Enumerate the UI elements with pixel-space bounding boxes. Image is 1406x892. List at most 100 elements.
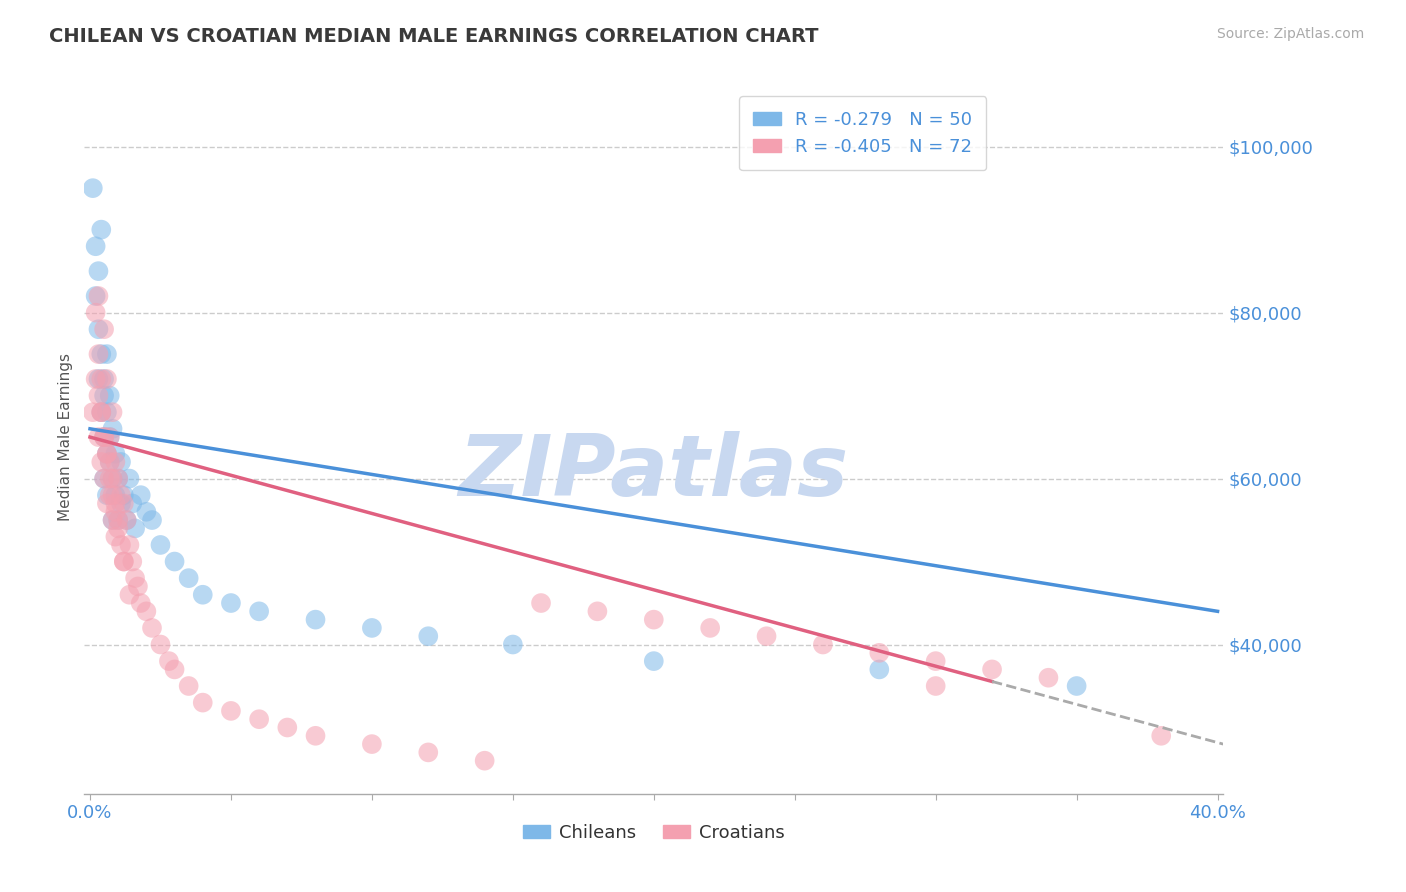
Text: Source: ZipAtlas.com: Source: ZipAtlas.com bbox=[1216, 27, 1364, 41]
Point bbox=[586, 604, 609, 618]
Point bbox=[87, 264, 110, 278]
Point bbox=[90, 455, 112, 469]
Point bbox=[247, 712, 270, 726]
Point bbox=[110, 455, 132, 469]
Point bbox=[112, 488, 135, 502]
Point bbox=[304, 613, 326, 627]
Point bbox=[118, 588, 141, 602]
Point bbox=[163, 662, 186, 676]
Point bbox=[93, 388, 115, 402]
Point bbox=[1150, 729, 1173, 743]
Point bbox=[90, 372, 112, 386]
Point bbox=[104, 488, 127, 502]
Point bbox=[98, 472, 121, 486]
Point bbox=[101, 488, 124, 502]
Point bbox=[981, 662, 1004, 676]
Point bbox=[924, 679, 946, 693]
Point bbox=[361, 621, 384, 635]
Text: CHILEAN VS CROATIAN MEDIAN MALE EARNINGS CORRELATION CHART: CHILEAN VS CROATIAN MEDIAN MALE EARNINGS… bbox=[49, 27, 818, 45]
Point bbox=[101, 422, 124, 436]
Point bbox=[177, 679, 200, 693]
Point bbox=[87, 372, 110, 386]
Point bbox=[87, 388, 110, 402]
Point bbox=[101, 472, 124, 486]
Point bbox=[811, 638, 834, 652]
Point bbox=[87, 289, 110, 303]
Point bbox=[107, 513, 129, 527]
Point bbox=[110, 488, 132, 502]
Point bbox=[104, 496, 127, 510]
Point bbox=[84, 372, 107, 386]
Point bbox=[101, 513, 124, 527]
Point bbox=[82, 405, 104, 419]
Point bbox=[868, 646, 890, 660]
Point bbox=[127, 579, 149, 593]
Point bbox=[107, 521, 129, 535]
Point bbox=[107, 472, 129, 486]
Point bbox=[96, 447, 118, 461]
Point bbox=[755, 629, 778, 643]
Point bbox=[149, 538, 172, 552]
Point bbox=[121, 555, 143, 569]
Point bbox=[101, 472, 124, 486]
Point bbox=[112, 555, 135, 569]
Point bbox=[96, 372, 118, 386]
Point bbox=[104, 505, 127, 519]
Point bbox=[191, 588, 214, 602]
Point bbox=[247, 604, 270, 618]
Legend: Chileans, Croatians: Chileans, Croatians bbox=[516, 817, 792, 849]
Point bbox=[112, 496, 135, 510]
Point bbox=[418, 629, 440, 643]
Point bbox=[98, 430, 121, 444]
Point bbox=[418, 745, 440, 759]
Point bbox=[135, 604, 157, 618]
Point bbox=[90, 405, 112, 419]
Point bbox=[96, 447, 118, 461]
Point bbox=[101, 405, 124, 419]
Point bbox=[93, 430, 115, 444]
Point bbox=[96, 447, 118, 461]
Y-axis label: Median Male Earnings: Median Male Earnings bbox=[58, 353, 73, 521]
Point bbox=[124, 571, 146, 585]
Point bbox=[304, 729, 326, 743]
Point bbox=[82, 181, 104, 195]
Point bbox=[110, 496, 132, 510]
Point bbox=[112, 555, 135, 569]
Point bbox=[98, 430, 121, 444]
Point bbox=[87, 347, 110, 361]
Point bbox=[93, 430, 115, 444]
Point bbox=[868, 662, 890, 676]
Point bbox=[107, 472, 129, 486]
Point bbox=[1066, 679, 1088, 693]
Point bbox=[84, 289, 107, 303]
Point bbox=[177, 571, 200, 585]
Point bbox=[87, 430, 110, 444]
Point bbox=[93, 372, 115, 386]
Point bbox=[90, 405, 112, 419]
Point bbox=[93, 472, 115, 486]
Point bbox=[149, 638, 172, 652]
Point bbox=[84, 239, 107, 253]
Point bbox=[115, 513, 138, 527]
Point bbox=[104, 530, 127, 544]
Point bbox=[276, 721, 298, 735]
Point bbox=[90, 222, 112, 236]
Point bbox=[924, 654, 946, 668]
Point bbox=[87, 322, 110, 336]
Point bbox=[90, 405, 112, 419]
Point bbox=[141, 513, 163, 527]
Point bbox=[129, 488, 152, 502]
Point bbox=[96, 405, 118, 419]
Point bbox=[502, 638, 524, 652]
Point bbox=[124, 521, 146, 535]
Point bbox=[219, 596, 242, 610]
Point bbox=[129, 596, 152, 610]
Point bbox=[104, 447, 127, 461]
Point bbox=[361, 737, 384, 751]
Point bbox=[104, 455, 127, 469]
Point bbox=[96, 488, 118, 502]
Point bbox=[1038, 671, 1060, 685]
Point bbox=[107, 513, 129, 527]
Point bbox=[110, 538, 132, 552]
Point bbox=[90, 347, 112, 361]
